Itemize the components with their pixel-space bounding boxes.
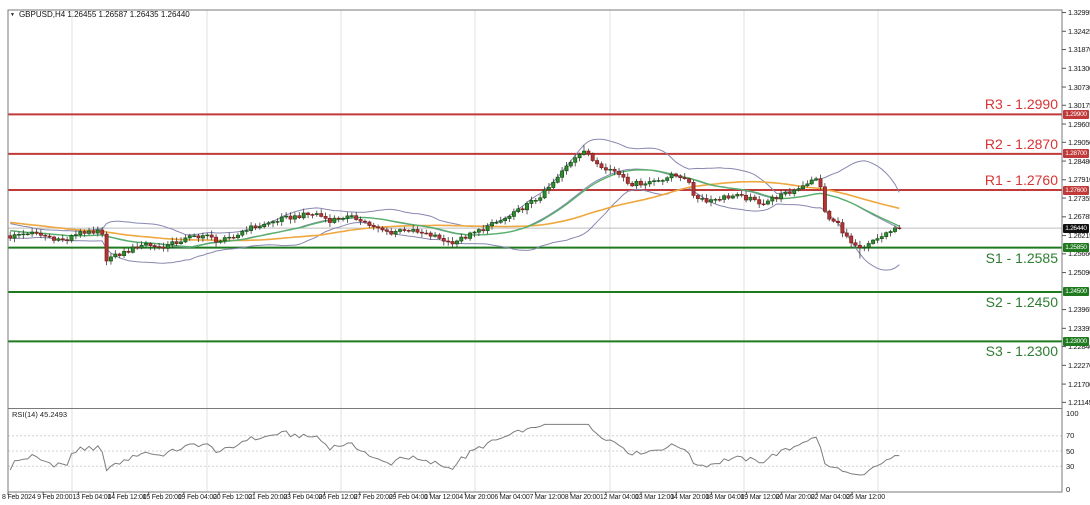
s2-level-label[interactable]: S2 - 1.2450: [985, 293, 1058, 310]
time-axis-label: 23 Feb 04:00: [283, 494, 323, 501]
price-axis-label: 1.21700: [1068, 379, 1090, 389]
price-axis-label: 1.27355: [1068, 193, 1090, 203]
rsi-scale-label: 50: [1066, 446, 1075, 456]
time-axis-label: 8 Mar 20:00: [564, 494, 600, 501]
s3-level-badge: 1.23000: [1063, 336, 1089, 346]
price-axis-label: 1.31300: [1068, 63, 1090, 73]
time-axis-label: 14 Feb 12:00: [107, 494, 147, 501]
r3-level-label[interactable]: R3 - 1.2990: [984, 96, 1058, 113]
time-axis-label: 26 Feb 12:00: [318, 494, 358, 501]
candles: [8, 145, 902, 266]
r2-level-badge: 1.28700: [1063, 149, 1089, 159]
time-axis-label: 13 Mar 12:00: [635, 494, 674, 501]
time-axis-label: 19 Feb 04:00: [177, 494, 217, 501]
price-axis-label: 1.23395: [1068, 323, 1090, 333]
time-axis-label: 20 Mar 20:00: [775, 494, 815, 501]
time-axis-label: 6 Mar 04:00: [494, 494, 530, 501]
price-axis-label: 1.32425: [1068, 26, 1090, 36]
time-axis-label: 8 Feb 2024: [2, 494, 36, 501]
price-axis-label: 1.23965: [1068, 305, 1090, 315]
price-axis-label: 1.26215: [1068, 231, 1090, 241]
time-axis-label: 18 Mar 04:00: [705, 494, 745, 501]
bollinger-middle-band: [10, 168, 900, 248]
price-axis-label: 1.30730: [1068, 82, 1090, 92]
symbol-dropdown-icon[interactable]: ▼: [10, 11, 15, 18]
price-axis-label: 1.22840: [1068, 342, 1090, 352]
price-axis-label: 1.25090: [1068, 268, 1090, 278]
time-axis-label: 7 Mar 12:00: [529, 494, 565, 501]
price-axis-label: 1.32995: [1068, 8, 1090, 18]
main-panel-border: [7, 9, 1063, 409]
time-axis-label: 20 Feb 12:00: [213, 494, 252, 501]
price-axis-label: 1.29050: [1068, 137, 1090, 147]
rsi-line: [9, 423, 900, 476]
price-axis-label: 1.30175: [1068, 100, 1090, 110]
time-axis-label: 14 Mar 20:00: [670, 494, 710, 501]
rsi-scale-label: 0: [1066, 484, 1071, 494]
time-axis-label: 9 Feb 20:00: [37, 494, 73, 501]
current-price-badge: 1.26440: [1063, 223, 1089, 233]
symbol-info: ▼ GBPUSD,H4 1.26455 1.26587 1.26435 1.26…: [10, 10, 190, 19]
rsi-scale-label: 70: [1066, 431, 1075, 441]
r3-level-badge: 1.29900: [1063, 109, 1089, 119]
s1-level-label[interactable]: S1 - 1.2585: [985, 249, 1058, 266]
rsi-indicator-label: RSI(14) 45.2493: [12, 410, 68, 419]
time-axis-label: 13 Feb 04:00: [72, 494, 112, 501]
time-axis-label: 22 Mar 04:00: [810, 494, 850, 501]
price-axis-label: 1.26785: [1068, 212, 1090, 222]
ma-fast-line: [10, 169, 900, 248]
time-axis-label: 25 Mar 12:00: [846, 494, 885, 501]
time-axis-label: 4 Mar 20:00: [459, 494, 495, 501]
bollinger-lower-band: [10, 187, 900, 271]
time-axis-label: 27 Feb 20:00: [353, 494, 393, 501]
time-axis-label: 29 Feb 04:00: [388, 494, 428, 501]
bollinger-upper-band: [10, 138, 900, 236]
ma-slow-line: [10, 180, 900, 242]
rsi-scale-label: 100: [1066, 408, 1079, 418]
s1-level-badge: 1.25850: [1063, 243, 1089, 253]
price-axis-label: 1.28480: [1068, 156, 1090, 166]
s2-level-badge: 1.24500: [1063, 287, 1089, 297]
price-axis-label: 1.21145: [1068, 397, 1090, 407]
symbol-ohlc-text: GBPUSD,H4 1.26455 1.26587 1.26435 1.2644…: [18, 10, 190, 19]
r1-level-badge: 1.27600: [1063, 185, 1089, 195]
rsi-scale-label: 30: [1066, 461, 1075, 471]
time-axis-label: 1 Mar 12:00: [424, 494, 460, 501]
price-axis-label: 1.27910: [1068, 175, 1090, 185]
s3-level-label[interactable]: S3 - 1.2300: [985, 343, 1058, 360]
price-axis-label: 1.25660: [1068, 249, 1090, 259]
r1-level-label[interactable]: R1 - 1.2760: [984, 172, 1058, 188]
r2-level-label[interactable]: R2 - 1.2870: [984, 135, 1058, 152]
time-axis-label: 12 Mar 04:00: [599, 494, 639, 501]
time-axis-label: 19 Mar 12:00: [740, 494, 780, 501]
time-axis-label: 15 Feb 20:00: [142, 494, 182, 501]
price-axis-label: 1.31870: [1068, 45, 1090, 55]
price-axis-label: 1.22270: [1068, 360, 1090, 370]
price-axis-label: 1.29605: [1068, 119, 1090, 129]
rsi-panel-border: [7, 408, 1063, 493]
time-axis-label: 21 Feb 20:00: [248, 494, 288, 501]
